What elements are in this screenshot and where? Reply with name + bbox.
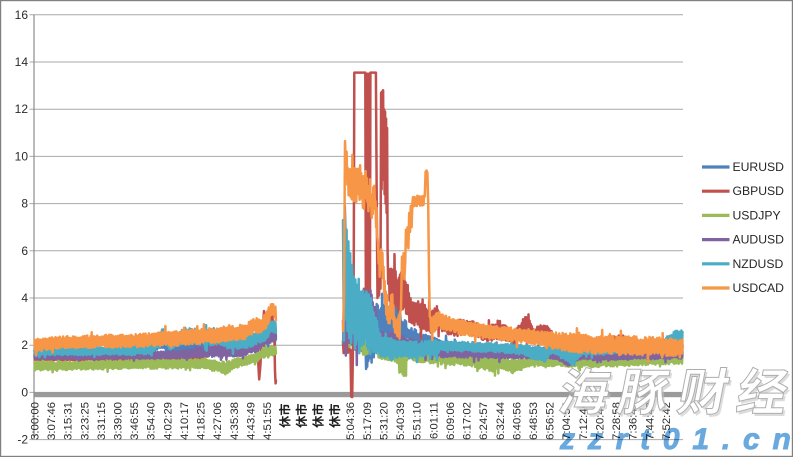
svg-text:12: 12 <box>15 102 29 116</box>
svg-text:-2: -2 <box>17 433 28 447</box>
svg-text:6:40:56: 6:40:56 <box>511 402 523 440</box>
svg-text:5:31:20: 5:31:20 <box>378 402 390 440</box>
svg-text:5:40:39: 5:40:39 <box>395 402 407 440</box>
svg-text:3:15:31: 3:15:31 <box>63 402 75 440</box>
svg-text:6:24:57: 6:24:57 <box>478 402 490 440</box>
svg-text:6:17:02: 6:17:02 <box>462 402 474 440</box>
svg-text:USDJPY: USDJPY <box>733 208 781 222</box>
svg-text:3:23:25: 3:23:25 <box>79 402 91 440</box>
svg-text:8: 8 <box>21 197 28 211</box>
svg-text:6:09:06: 6:09:06 <box>445 402 457 440</box>
svg-text:5:04:36: 5:04:36 <box>345 402 357 440</box>
svg-text:3:31:15: 3:31:15 <box>96 402 108 440</box>
svg-text:7:52:42: 7:52:42 <box>661 402 673 440</box>
svg-text:2: 2 <box>21 338 28 352</box>
svg-text:6: 6 <box>21 244 28 258</box>
svg-text:NZDUSD: NZDUSD <box>733 257 784 271</box>
svg-text:3:00:00: 3:00:00 <box>29 402 41 440</box>
svg-text:USDCAD: USDCAD <box>733 281 785 295</box>
svg-text:AUDUSD: AUDUSD <box>733 233 785 247</box>
svg-text:3:39:00: 3:39:00 <box>113 402 125 440</box>
svg-text:6:01:11: 6:01:11 <box>428 402 440 439</box>
svg-text:4:10:17: 4:10:17 <box>179 402 191 440</box>
svg-text:zzrt01.cn: zzrt01.cn <box>559 423 793 456</box>
svg-text:16: 16 <box>15 8 29 22</box>
svg-text:6:56:52: 6:56:52 <box>545 402 557 440</box>
svg-text:6:32:44: 6:32:44 <box>495 402 507 440</box>
svg-text:5:51:10: 5:51:10 <box>412 402 424 440</box>
svg-text:4:02:29: 4:02:29 <box>162 402 174 440</box>
svg-text:0: 0 <box>21 385 28 399</box>
svg-text:4:27:06: 4:27:06 <box>212 402 224 440</box>
svg-text:5:17:09: 5:17:09 <box>362 402 374 440</box>
svg-text:4:51:55: 4:51:55 <box>262 402 274 440</box>
svg-text:3:54:40: 3:54:40 <box>146 402 158 440</box>
svg-text:4: 4 <box>21 291 28 305</box>
svg-text:3:07:46: 3:07:46 <box>46 402 58 440</box>
svg-text:6:48:53: 6:48:53 <box>528 402 540 440</box>
svg-text:14: 14 <box>15 55 29 69</box>
svg-text:4:43:49: 4:43:49 <box>246 402 258 440</box>
svg-text:EURUSD: EURUSD <box>733 160 785 174</box>
svg-text:4:18:25: 4:18:25 <box>196 402 208 440</box>
svg-text:10: 10 <box>15 149 29 163</box>
svg-text:GBPUSD: GBPUSD <box>733 184 785 198</box>
svg-text:3:46:55: 3:46:55 <box>129 402 141 440</box>
svg-text:4:35:38: 4:35:38 <box>229 402 241 440</box>
